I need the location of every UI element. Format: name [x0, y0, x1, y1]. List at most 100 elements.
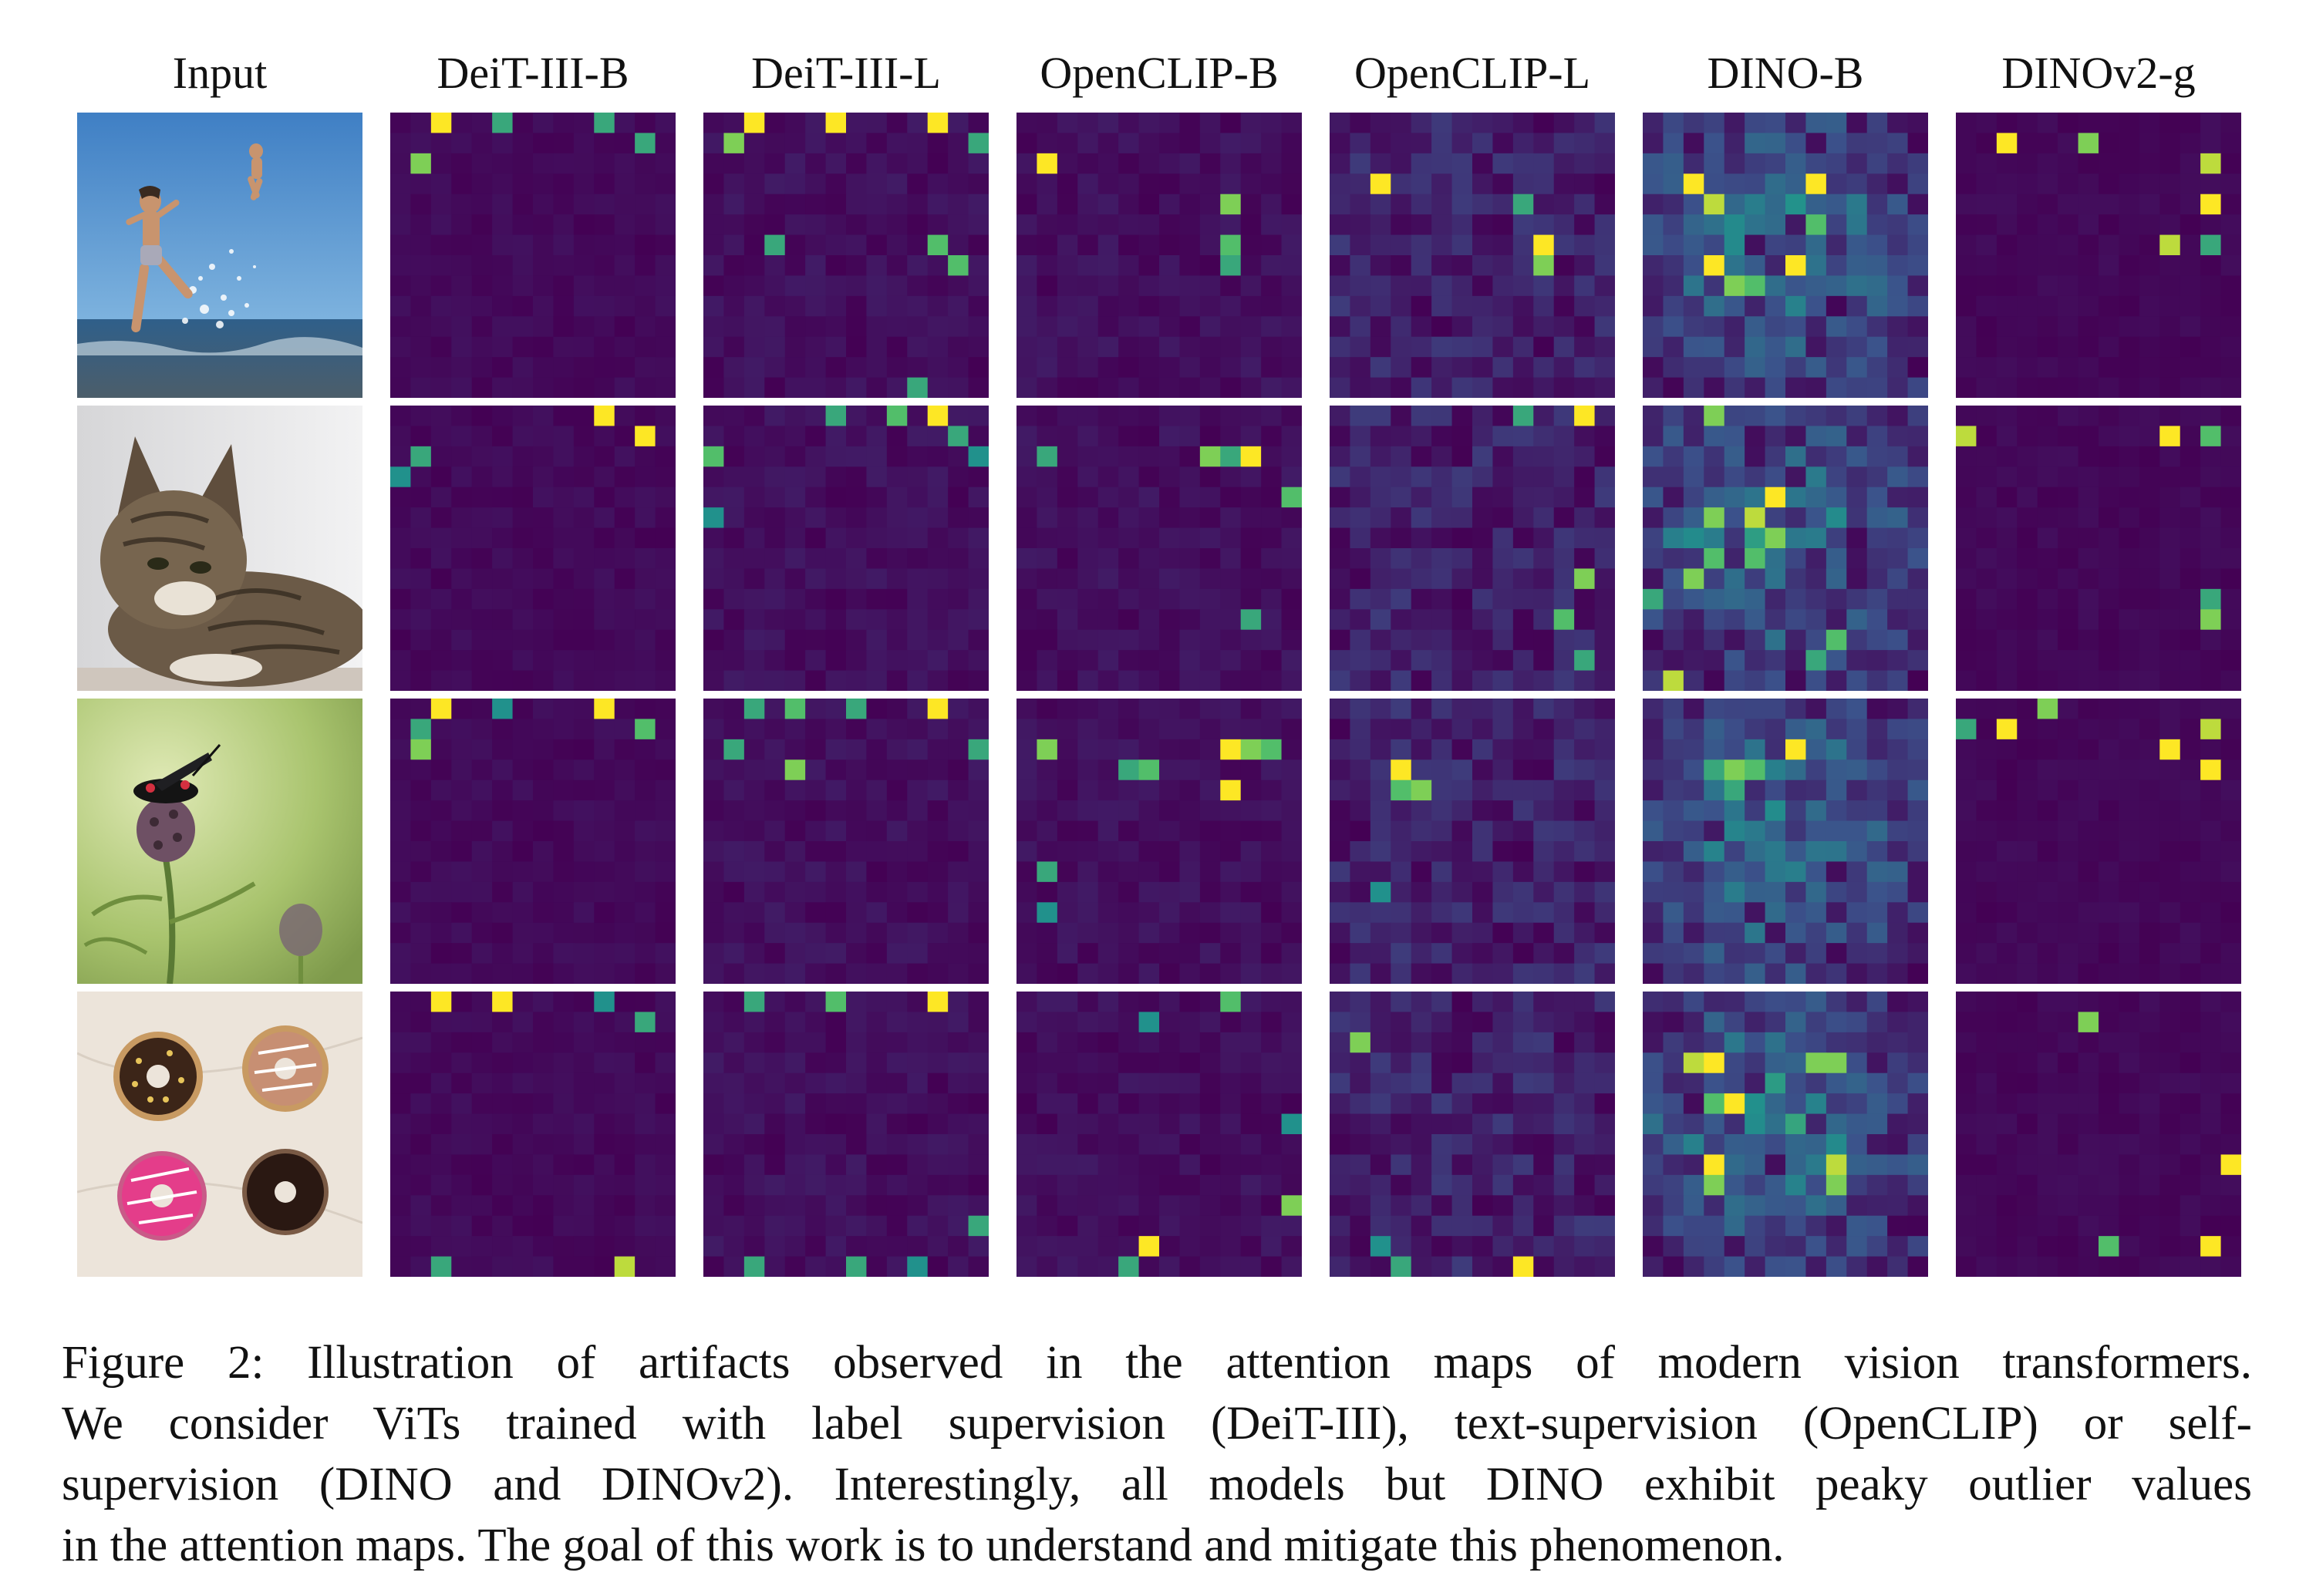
heatmap-cell — [410, 1134, 432, 1156]
heatmap-cell — [1138, 527, 1160, 549]
heatmap-cell — [655, 1256, 676, 1277]
heatmap-cell — [1159, 527, 1181, 549]
heatmap-cell — [533, 466, 555, 488]
heatmap-cell — [1016, 568, 1038, 590]
heatmap-cell — [1996, 943, 2018, 965]
heatmap-cell — [948, 133, 969, 154]
heatmap-cell — [1996, 800, 2018, 822]
heatmap-cell — [2119, 650, 2140, 672]
heatmap-cell — [614, 214, 635, 236]
heatmap-cell — [886, 1113, 908, 1135]
heatmap-cell — [805, 670, 827, 691]
heatmap-cell — [1220, 881, 1242, 903]
heatmap-cell — [1643, 295, 1664, 317]
heatmap-cell — [1512, 426, 1534, 447]
heatmap-cell — [1097, 779, 1119, 801]
heatmap-cell — [1745, 548, 1766, 570]
heatmap-cell — [1179, 1012, 1201, 1033]
heatmap-cell — [1057, 527, 1078, 549]
heatmap-cell — [1451, 1215, 1473, 1237]
heatmap-cell — [1370, 609, 1391, 631]
heatmap-cell — [825, 548, 847, 570]
heatmap-cell — [1594, 426, 1615, 447]
heatmap-cell — [430, 466, 452, 488]
heatmap-cell — [1996, 861, 2018, 883]
heatmap-cell — [743, 173, 765, 195]
heatmap-cell — [1281, 1236, 1302, 1258]
heatmap-grid — [1330, 113, 1615, 398]
heatmap-cell — [635, 527, 656, 549]
heatmap-cell — [1451, 861, 1473, 883]
heatmap-cell — [1574, 963, 1596, 984]
heatmap-cell — [886, 629, 908, 651]
heatmap-cell — [390, 507, 412, 529]
heatmap-cell — [1826, 609, 1847, 631]
heatmap-cell — [968, 609, 989, 631]
heatmap-cell — [1281, 255, 1302, 277]
heatmap-cell — [1220, 1052, 1242, 1074]
heatmap-cell — [886, 113, 908, 134]
heatmap-cell — [390, 992, 412, 1013]
heatmap-cell — [1956, 426, 1977, 447]
heatmap-cell — [1179, 1134, 1201, 1156]
heatmap-cell — [410, 194, 432, 215]
heatmap-cell — [2220, 336, 2241, 358]
heatmap-cell — [886, 670, 908, 691]
heatmap-cell — [1411, 650, 1432, 672]
heatmap-cell — [492, 466, 514, 488]
heatmap-cell — [2099, 902, 2120, 924]
heatmap-cell — [2220, 1012, 2241, 1033]
heatmap-cell — [1683, 1215, 1704, 1237]
heatmap-cell — [1553, 1256, 1575, 1277]
heatmap-cell — [1492, 255, 1514, 277]
heatmap-cell — [1785, 568, 1807, 590]
heatmap-cell — [2159, 1072, 2181, 1094]
heatmap-cell — [1745, 133, 1766, 154]
heatmap-cell — [1037, 759, 1058, 781]
heatmap-cell — [784, 1154, 806, 1176]
heatmap-cell — [512, 487, 534, 508]
heatmap-cell — [1472, 568, 1494, 590]
heatmap-cell — [1533, 1113, 1555, 1135]
heatmap-cell — [2180, 426, 2201, 447]
heatmap-cell — [1533, 759, 1555, 781]
heatmap-cell — [2159, 1215, 2181, 1237]
heatmap-cell — [1057, 841, 1078, 863]
heatmap-cell — [410, 527, 432, 549]
heatmap-cell — [553, 234, 575, 256]
heatmap-cell — [1037, 650, 1058, 672]
heatmap-cell — [2180, 719, 2201, 740]
heatmap-cell — [1724, 719, 1745, 740]
heatmap-cell — [1866, 922, 1888, 944]
heatmap-cell — [2119, 1236, 2140, 1258]
heatmap-cell — [1512, 861, 1534, 883]
heatmap-cell — [805, 719, 827, 740]
heatmap-cell — [948, 446, 969, 467]
heatmap-cell — [655, 1032, 676, 1053]
heatmap-cell — [1472, 255, 1494, 277]
heatmap-cell — [927, 466, 949, 488]
heatmap-cell — [1199, 173, 1221, 195]
heatmap-cell — [573, 377, 595, 398]
heatmap-cell — [655, 173, 676, 195]
heatmap-cell — [2200, 719, 2222, 740]
heatmap-cell — [430, 1174, 452, 1196]
heatmap-cell — [1512, 881, 1534, 903]
heatmap-cell — [1976, 1134, 1998, 1156]
heatmap-cell — [430, 548, 452, 570]
heatmap-cell — [1745, 992, 1766, 1013]
heatmap-cell — [703, 902, 725, 924]
heatmap-cell — [1261, 133, 1283, 154]
heatmap-cell — [907, 527, 929, 549]
heatmap-cell — [492, 377, 514, 398]
heatmap-cell — [1976, 295, 1998, 317]
heatmap-cell — [1663, 487, 1684, 508]
heatmap-cell — [1077, 881, 1099, 903]
heatmap-cell — [1887, 336, 1909, 358]
heatmap-cell — [805, 426, 827, 447]
heatmap-cell — [1887, 1012, 1909, 1033]
heatmap-cell — [2099, 275, 2120, 297]
heatmap-cell — [512, 316, 534, 338]
heatmap-cell — [2200, 357, 2222, 379]
heatmap-cell — [1097, 922, 1119, 944]
